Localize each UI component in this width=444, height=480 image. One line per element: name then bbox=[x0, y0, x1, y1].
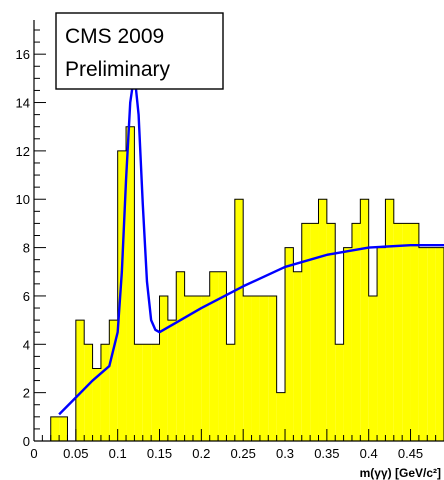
histogram-bar bbox=[326, 223, 336, 441]
histogram-bar bbox=[243, 295, 252, 441]
annotation-line-2: Preliminary bbox=[65, 58, 171, 81]
histogram-bar bbox=[293, 271, 302, 441]
y-tick-label: 0 bbox=[23, 434, 30, 449]
histogram-bar bbox=[259, 295, 269, 441]
histogram-bar bbox=[393, 223, 403, 441]
histogram-bar bbox=[184, 295, 193, 441]
histogram-bar bbox=[377, 247, 386, 441]
y-tick-label: 2 bbox=[23, 386, 30, 401]
histogram-bar bbox=[427, 247, 436, 441]
x-tick-label: 0.1 bbox=[109, 446, 127, 461]
histogram-bar bbox=[385, 199, 394, 441]
annotation-box: CMS 2009 Preliminary bbox=[55, 12, 224, 90]
histogram-bar bbox=[59, 416, 68, 441]
x-axis-title: m(γγ) [GeV/c²] bbox=[360, 466, 441, 480]
histogram-bar bbox=[167, 320, 177, 441]
histogram-bar bbox=[410, 223, 419, 441]
histogram-bar bbox=[209, 271, 219, 441]
histogram-bars bbox=[42, 126, 444, 442]
histogram-bar bbox=[201, 295, 210, 441]
y-tick-label: 4 bbox=[23, 337, 30, 352]
histogram-bar bbox=[159, 295, 168, 441]
histogram-bar bbox=[435, 247, 444, 441]
histogram-bar bbox=[151, 344, 160, 441]
x-tick-label: 0.35 bbox=[314, 446, 339, 461]
x-tick-label: 0.45 bbox=[398, 446, 423, 461]
histogram-bar bbox=[318, 199, 327, 441]
y-tick-label: 6 bbox=[23, 289, 30, 304]
histogram-bar bbox=[109, 320, 118, 441]
histogram-bar bbox=[50, 416, 60, 441]
x-tick-label: 0.05 bbox=[63, 446, 88, 461]
histogram-bar bbox=[251, 295, 260, 441]
histogram-bar bbox=[343, 247, 352, 441]
histogram-bar bbox=[218, 271, 227, 441]
annotation-frame bbox=[55, 12, 224, 90]
histogram-bar bbox=[285, 247, 294, 441]
y-tick-label: 14 bbox=[16, 96, 30, 111]
fit-curve bbox=[58, 72, 444, 416]
x-tick-label: 0.25 bbox=[231, 446, 256, 461]
histogram-bar bbox=[75, 320, 85, 441]
histogram-bar bbox=[84, 344, 93, 441]
histogram-bar bbox=[142, 344, 152, 441]
histogram-bar bbox=[192, 295, 202, 441]
histogram-bar bbox=[226, 344, 235, 441]
histogram-bar bbox=[92, 368, 101, 441]
histogram-bar bbox=[234, 199, 244, 441]
histogram-bar bbox=[351, 223, 361, 441]
x-tick-label: 0.2 bbox=[192, 446, 210, 461]
axes: 0 2 4 6 8 10 12 14 16 0 0.05 0.1 0.15 0.2 0.25 0.3 0.35 0… bbox=[16, 20, 444, 461]
y-tick-label: 8 bbox=[23, 241, 30, 256]
histogram-bar bbox=[276, 392, 286, 441]
histogram-bar bbox=[176, 271, 185, 441]
x-tick-label: 0.3 bbox=[276, 446, 294, 461]
histogram-bar bbox=[301, 223, 311, 441]
histogram-bar bbox=[100, 344, 110, 441]
histogram-bar bbox=[310, 223, 319, 441]
y-tick-label: 10 bbox=[16, 192, 30, 207]
histogram-bar bbox=[335, 344, 344, 441]
histogram-bar bbox=[402, 223, 411, 441]
x-tick-label: 0 bbox=[30, 446, 37, 461]
annotation-line-1: CMS 2009 bbox=[65, 25, 164, 48]
histogram-bar bbox=[134, 344, 143, 441]
histogram-bar bbox=[418, 247, 428, 441]
histogram-bar bbox=[117, 150, 127, 441]
histogram-bar bbox=[368, 295, 378, 441]
x-tick-label: 0.15 bbox=[147, 446, 172, 461]
x-tick-label: 0.4 bbox=[360, 446, 378, 461]
fit-curve-layer bbox=[58, 72, 444, 416]
histogram-bar bbox=[268, 295, 277, 441]
y-tick-label: 16 bbox=[16, 47, 30, 62]
histogram-outline bbox=[42, 126, 444, 442]
histogram-bar bbox=[126, 126, 135, 442]
histogram-bar bbox=[360, 199, 369, 441]
y-tick-label: 12 bbox=[16, 144, 30, 159]
